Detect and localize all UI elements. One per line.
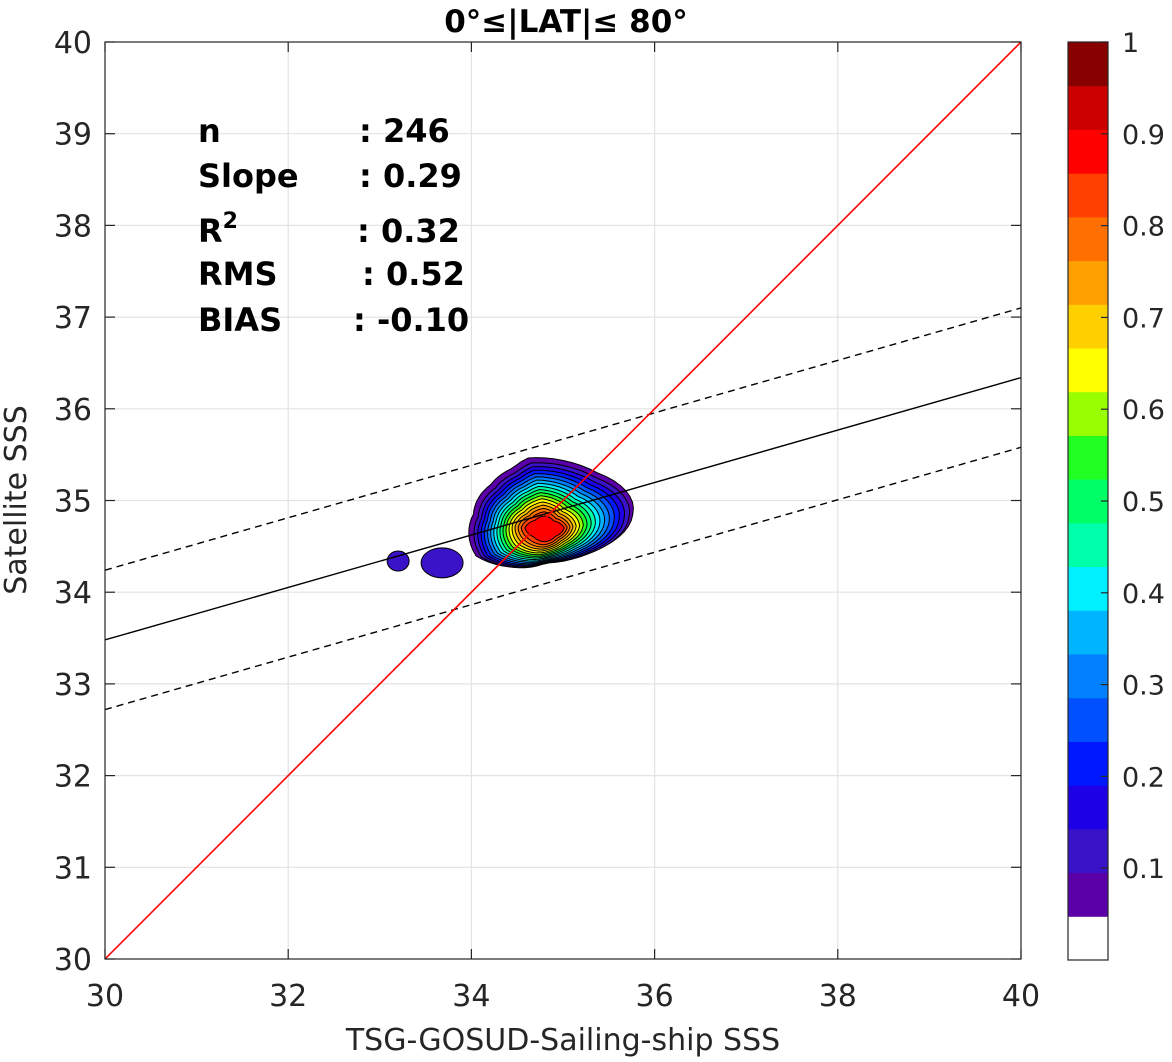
axis-ticks: 30 32 34 36 38 40 30 31 32 33 34 35 36 37 38 39 40 (54, 26, 1040, 1014)
density-blob-small (386, 550, 410, 572)
colorbar-tick-label: 0.6 (1122, 395, 1165, 426)
colorbar-segment (1068, 304, 1108, 349)
x-tick-label: 38 (819, 979, 857, 1014)
colorbar-segment (1068, 391, 1108, 436)
stat-label-n: n (198, 112, 221, 150)
colorbar-segment (1068, 785, 1108, 830)
y-tick-label: 35 (54, 485, 92, 520)
colorbar-segment (1068, 260, 1108, 305)
density-contours (386, 457, 634, 579)
colorbar-tick-label: 0.3 (1122, 671, 1165, 702)
colorbar-tick-label: 0.2 (1122, 762, 1165, 793)
colorbar-segment (1068, 828, 1108, 874)
y-axis-label: Satellite SSS (0, 405, 34, 595)
x-tick-label: 30 (86, 979, 124, 1014)
x-tick-label: 32 (269, 979, 307, 1014)
y-tick-label: 31 (54, 851, 92, 886)
stat-value-r: : 0.32 (357, 212, 460, 250)
stat-label-rms: RMS (198, 255, 278, 293)
colorbar-tick-label: 0.4 (1122, 579, 1165, 610)
chart-title: 0°≤|LAT|≤ 80° (444, 4, 688, 40)
y-tick-label: 33 (54, 668, 92, 703)
colorbar-segment (1068, 566, 1108, 611)
regression-line (105, 376, 1021, 641)
density-blob (420, 547, 464, 579)
stat-label-slope: Slope (198, 157, 299, 195)
colorbar-segment (1068, 42, 1108, 87)
y-tick-label: 40 (54, 26, 92, 61)
colorbar-segment (1068, 216, 1108, 262)
colorbar-segment (1068, 85, 1108, 130)
x-tick-label: 34 (452, 979, 490, 1014)
colorbar-segment (1068, 697, 1108, 742)
y-tick-label: 30 (54, 943, 92, 978)
colorbar-tick-label: 0.8 (1122, 212, 1165, 243)
stat-value-n: : 246 (359, 112, 450, 150)
colorbar-tick-label: 1 (1122, 28, 1139, 59)
density-level-18 (524, 515, 565, 543)
colorbar-segment (1068, 522, 1108, 568)
stat-label-bias: BIAS (198, 301, 282, 339)
colorbar-segment (1068, 741, 1108, 786)
colorbar-segment (1068, 610, 1108, 655)
colorbar-segment (1068, 173, 1108, 218)
lower-bound-line (105, 446, 1021, 711)
stat-value-slope: : 0.29 (359, 157, 462, 195)
reference-lines (105, 42, 1021, 959)
colorbar-segment (1068, 129, 1108, 174)
colorbar-segment (1068, 435, 1108, 480)
colorbar-segment (1068, 916, 1108, 961)
y-tick-label: 38 (54, 209, 92, 244)
colorbar-segment (1068, 348, 1108, 393)
colorbar-tick-label: 0.9 (1122, 120, 1165, 151)
colorbar-tick-label: 0.1 (1122, 854, 1165, 885)
colorbar-tick-label: 0.5 (1122, 487, 1165, 518)
x-tick-label: 36 (636, 979, 674, 1014)
x-axis-label: TSG-GOSUD-Sailing-ship SSS (345, 1023, 780, 1058)
y-tick-label: 37 (54, 301, 92, 336)
y-tick-label: 36 (54, 393, 92, 428)
y-tick-label: 32 (54, 760, 92, 795)
stat-value-rms: : 0.52 (362, 255, 465, 293)
colorbar: 0.1 0.2 0.3 0.4 0.5 0.6 0.7 0.8 0.9 1 (1067, 28, 1165, 961)
identity-line (105, 42, 1021, 959)
colorbar-segment (1068, 654, 1108, 699)
upper-bound-line (105, 307, 1021, 571)
y-tick-label: 39 (54, 118, 92, 153)
grid (105, 42, 1021, 959)
colorbar-tick-label: 0.7 (1122, 303, 1165, 334)
x-tick-label: 40 (1002, 979, 1040, 1014)
stat-value-bias: : -0.10 (353, 301, 469, 339)
y-tick-label: 34 (54, 576, 92, 611)
colorbar-segment (1068, 872, 1108, 917)
